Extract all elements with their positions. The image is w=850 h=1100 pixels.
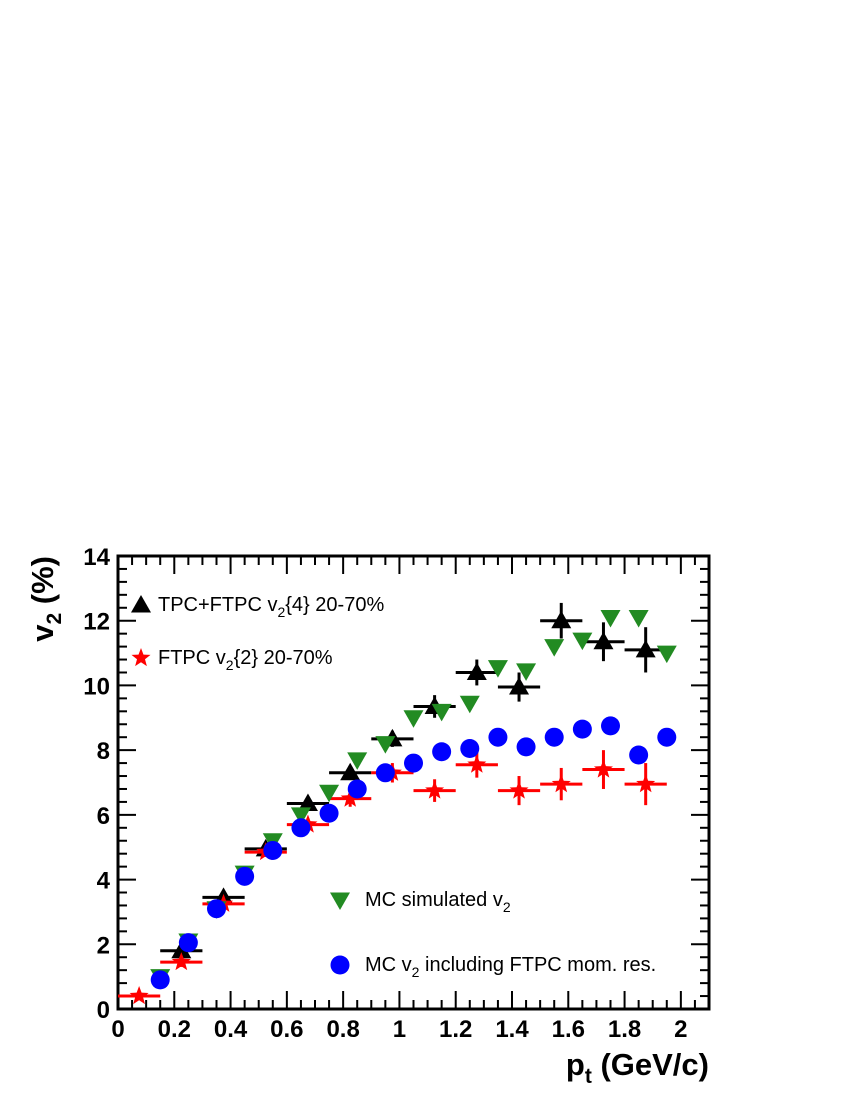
data-point-triangle-up	[466, 662, 487, 680]
data-point-triangle-up	[509, 677, 530, 695]
data-point-circle	[516, 737, 536, 757]
x-tick-label: 1.4	[495, 1016, 529, 1043]
data-point-triangle-up	[551, 610, 572, 629]
data-point-triangle-down	[544, 639, 565, 657]
data-point-star	[425, 780, 445, 799]
data-point-circle	[601, 716, 620, 736]
data-point-triangle-up	[297, 793, 318, 812]
data-point-circle	[150, 970, 170, 990]
data-point-circle	[657, 727, 677, 747]
legend-label: TPC+FTPC v2{4} 20-70%	[158, 594, 384, 620]
legend-label: FTPC v2{2} 20-70%	[158, 647, 333, 673]
legend-marker-circle	[330, 955, 350, 975]
data-point-triangle-down	[516, 663, 537, 681]
legend-label: MC simulated v2	[365, 889, 511, 915]
x-axis-title: pt (GeV/c)	[566, 1047, 709, 1088]
data-point-triangle-down	[600, 609, 621, 628]
data-point-star	[551, 774, 571, 793]
y-tick-label: 12	[83, 609, 110, 636]
y-tick-label: 14	[83, 544, 110, 571]
data-point-triangle-down	[487, 660, 508, 678]
data-point-triangle-down	[290, 807, 311, 825]
data-point-triangle-up	[593, 631, 614, 650]
x-tick-label: 0.4	[214, 1016, 248, 1043]
legend-entry: MC simulated v2	[330, 889, 511, 915]
data-point-circle	[319, 803, 339, 823]
legend-entry: TPC+FTPC v2{4} 20-70%	[131, 594, 384, 620]
data-point-triangle-up	[340, 762, 361, 781]
x-tick-label: 1.8	[608, 1016, 641, 1043]
data-point-star	[593, 759, 613, 778]
data-point-circle	[375, 763, 395, 783]
x-tick-label: 1	[393, 1016, 406, 1043]
data-point-triangle-down	[319, 784, 340, 803]
x-axis: 0 0.2 0.4 0.6 0.8 1 1.2 1.4 1.6 1.8 2	[111, 556, 710, 1043]
legend-marker-triangle-up	[131, 595, 151, 613]
data-point-triangle-down	[347, 752, 368, 770]
x-tick-label: 1.6	[552, 1016, 585, 1043]
data-point-circle	[460, 739, 480, 759]
y-axis: 0 2 4 6 8 10 12 14	[83, 544, 709, 1024]
data-point-triangle-down	[656, 645, 677, 664]
data-point-triangle-down	[403, 710, 424, 728]
data-point-triangle-down	[375, 736, 396, 754]
y-tick-label: 4	[97, 868, 111, 895]
data-point-circle	[629, 745, 649, 765]
data-point-circle	[178, 933, 198, 953]
data-point-circle	[291, 818, 311, 838]
data-point-star	[467, 754, 487, 773]
y-tick-label: 6	[97, 803, 110, 830]
x-tick-label: 0.8	[326, 1016, 359, 1043]
x-tick-label: 2	[674, 1016, 687, 1043]
data-point-star	[171, 952, 191, 971]
y-tick-label: 2	[97, 932, 110, 959]
legend-entry: FTPC v2{2} 20-70%	[131, 647, 333, 673]
legend-entry: MC v2 including FTPC mom. res.	[330, 954, 656, 980]
data-point-triangle-down	[431, 703, 452, 722]
data-point-star	[129, 986, 149, 1005]
data-point-circle	[235, 866, 255, 886]
data-point-circle	[347, 779, 367, 799]
data-point-circle	[544, 727, 564, 747]
data-point-star	[636, 774, 656, 793]
legend-marker-star	[131, 648, 151, 667]
data-point-circle	[263, 840, 283, 860]
y-tick-label: 0	[97, 997, 110, 1024]
data-point-circle	[432, 742, 452, 762]
data-point-star	[340, 788, 360, 807]
data-point-triangle-down	[628, 609, 649, 628]
legend-marker-triangle-down	[330, 892, 350, 910]
legend-label: MC v2 including FTPC mom. res.	[365, 954, 656, 980]
y-tick-label: 8	[97, 738, 110, 765]
data-point-star	[509, 780, 529, 799]
data-point-triangle-down	[572, 632, 593, 651]
data-point-circle	[404, 753, 423, 773]
x-tick-label: 0.6	[270, 1016, 303, 1043]
y-axis-title: v2 (%)	[25, 556, 66, 642]
data-point-circle	[488, 727, 508, 747]
x-tick-label: 0.2	[158, 1016, 191, 1043]
series-circle	[150, 716, 677, 990]
data-point-triangle-down	[459, 695, 480, 714]
x-tick-label: 0	[111, 1016, 124, 1043]
data-point-circle	[207, 899, 226, 919]
data-point-triangle-up	[635, 639, 656, 658]
data-point-triangle-up	[171, 940, 192, 959]
data-point-circle	[572, 719, 592, 739]
plot-frame	[116, 554, 711, 1011]
x-tick-label: 1.2	[439, 1016, 472, 1043]
y-tick-label: 10	[83, 673, 110, 700]
